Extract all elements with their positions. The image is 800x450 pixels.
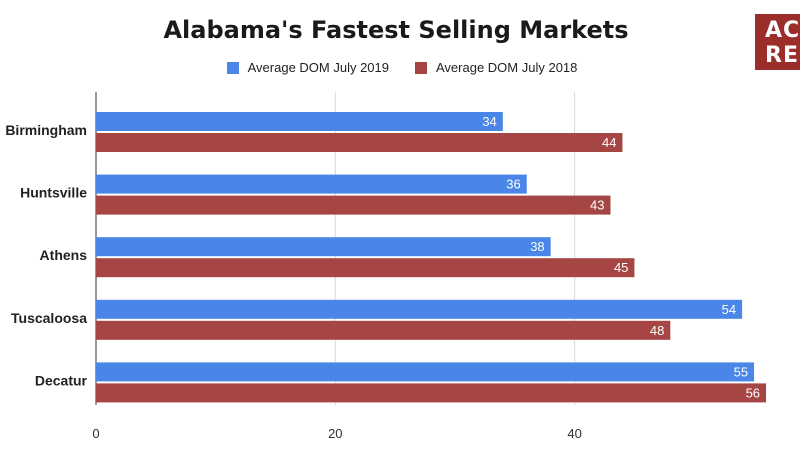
logo-line-1: AC [765,18,800,43]
data-label: 45 [614,260,628,275]
data-label: 34 [482,114,496,129]
data-label: 56 [746,385,760,400]
bar [96,299,743,319]
brand-logo: AC RE [755,14,800,70]
chart-title: Alabama's Fastest Selling Markets [163,16,629,44]
x-tick-label: 20 [328,426,342,441]
legend-swatch-2019 [226,61,239,74]
data-label: 43 [590,198,604,213]
category-label: Athens [40,247,88,263]
bar [96,362,755,382]
data-label: 55 [734,364,748,379]
category-label: Decatur [35,372,88,388]
x-tick-label: 0 [92,426,99,441]
data-label: 48 [650,323,664,338]
bar [96,237,551,257]
chart-legend: Average DOM July 2019 Average DOM July 2… [2,60,800,75]
category-label: Huntsville [20,185,87,201]
bar [96,133,623,152]
bar [96,320,671,340]
bar [96,383,767,403]
bar [96,258,635,278]
bar [96,195,611,215]
data-label: 38 [530,239,544,254]
legend-label-2018: Average DOM July 2018 [436,60,578,75]
legend-label-2019: Average DOM July 2019 [247,60,389,75]
legend-item-2019: Average DOM July 2019 [226,60,389,75]
bar [96,112,503,131]
category-label: Tuscaloosa [11,310,87,326]
data-label: 36 [506,177,520,192]
legend-item-2018: Average DOM July 2018 [415,60,577,75]
category-label: Birmingham [5,122,87,138]
x-tick-label: 40 [567,426,581,441]
data-label: 44 [602,135,616,150]
legend-swatch-2018 [415,61,427,74]
data-label: 54 [722,302,736,317]
bar [96,174,527,194]
logo-line-2: RE [765,43,799,68]
